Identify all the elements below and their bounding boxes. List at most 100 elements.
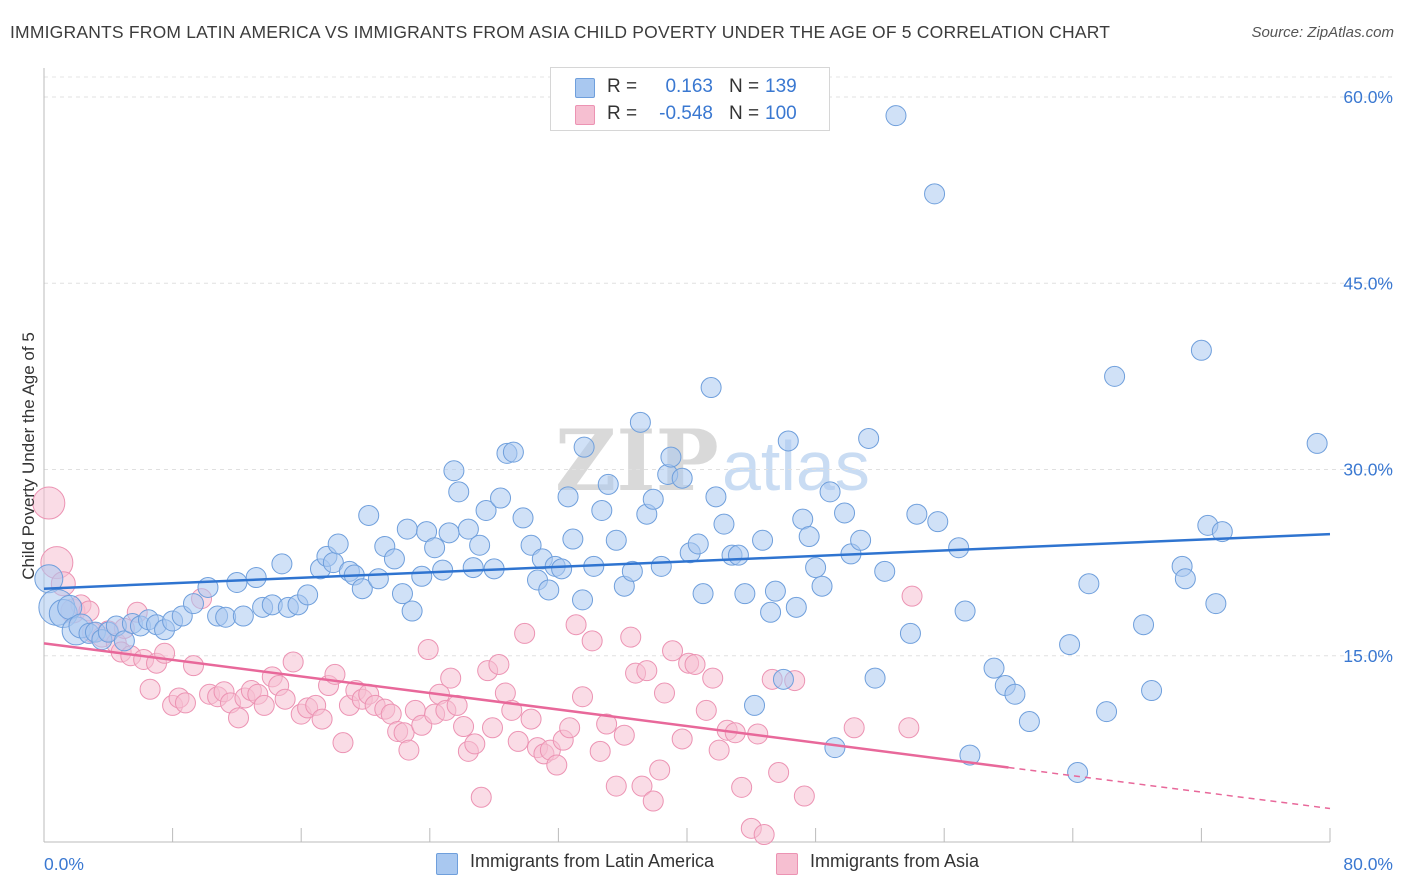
data-point-latin-america — [448, 481, 470, 503]
trend-line-asia — [43, 642, 1009, 769]
data-point-latin-america — [605, 529, 627, 551]
data-point-latin-america — [777, 430, 799, 452]
data-point-asia — [843, 717, 865, 739]
data-point-latin-america — [752, 529, 774, 551]
data-point-latin-america — [1133, 614, 1155, 636]
data-point-latin-america — [245, 567, 267, 589]
data-point-asia — [174, 692, 196, 714]
data-point-asia — [182, 655, 204, 677]
data-point-latin-america — [1306, 432, 1328, 454]
trend-line-asia-extension — [1008, 766, 1331, 810]
data-point-latin-america — [383, 548, 405, 570]
data-point-asia — [596, 713, 618, 735]
data-point-latin-america — [1078, 573, 1100, 595]
data-point-latin-america — [874, 560, 896, 582]
data-point-asia — [684, 653, 706, 675]
data-point-asia — [671, 728, 693, 750]
data-point-latin-america — [557, 486, 579, 508]
data-point-latin-america — [734, 583, 756, 605]
data-point-latin-america — [538, 579, 560, 601]
data-point-latin-america — [1141, 680, 1163, 702]
data-point-latin-america — [1190, 339, 1212, 361]
data-point-latin-america — [850, 529, 872, 551]
data-point-asia — [453, 716, 475, 738]
tick-labels: 15.0% 30.0% 45.0% 60.0% 0.0% 80.0% — [44, 87, 1393, 874]
data-point-asia — [636, 660, 658, 682]
data-point-latin-america — [948, 537, 970, 559]
data-point-asia — [332, 732, 354, 754]
data-point-latin-america — [597, 473, 619, 495]
data-point-asia — [417, 639, 439, 661]
data-point-asia — [282, 651, 304, 673]
data-point-asia — [470, 786, 492, 808]
x-tick-label: 0.0% — [44, 854, 84, 874]
data-point-latin-america — [924, 183, 946, 205]
data-point-asia — [514, 622, 536, 644]
data-point-latin-america — [959, 744, 981, 766]
data-point-latin-america — [983, 657, 1005, 679]
data-point-asia — [228, 707, 250, 729]
y-tick-label: 45.0% — [1343, 273, 1393, 293]
data-point-latin-america — [650, 555, 672, 577]
data-point-latin-america — [785, 596, 807, 618]
data-point-latin-america — [562, 528, 584, 550]
data-point-asia — [565, 614, 587, 636]
data-point-latin-america — [502, 441, 524, 463]
data-point-latin-america — [660, 446, 682, 468]
data-point-asia — [398, 739, 420, 761]
data-point-latin-america — [1067, 761, 1089, 783]
chart-title: IMMIGRANTS FROM LATIN AMERICA VS IMMIGRA… — [10, 22, 1111, 42]
legend-r-value: -0.548 — [659, 103, 713, 124]
data-point-latin-america — [1205, 593, 1227, 615]
data-point-latin-america — [864, 667, 886, 689]
y-tick-label: 30.0% — [1343, 460, 1393, 480]
data-point-latin-america — [297, 584, 319, 606]
data-point-asia — [731, 776, 753, 798]
data-point-latin-america — [906, 503, 928, 525]
legend-n-value: 139 — [765, 76, 797, 97]
data-point-asia — [481, 717, 503, 739]
data-point-latin-america — [572, 589, 594, 611]
data-point-asia — [559, 717, 581, 739]
data-point-latin-america — [692, 583, 714, 605]
data-point-asia — [649, 759, 671, 781]
data-point-latin-america — [358, 504, 380, 526]
data-point-latin-america — [629, 411, 651, 433]
data-point-asia — [708, 739, 730, 761]
data-point-latin-america — [432, 559, 454, 581]
data-point-latin-america — [671, 467, 693, 489]
data-point-latin-america — [551, 558, 573, 580]
data-point-asia — [274, 688, 296, 710]
data-point-asia — [613, 724, 635, 746]
data-point-latin-america — [401, 600, 423, 622]
data-point-latin-america — [520, 534, 542, 556]
data-point-latin-america — [621, 560, 643, 582]
data-point-asia — [589, 740, 611, 762]
trend-lines — [43, 532, 1331, 810]
data-point-latin-america — [271, 553, 293, 575]
legend-n-value: 100 — [765, 103, 797, 124]
data-point-latin-america — [713, 513, 735, 535]
data-point-latin-america — [462, 557, 484, 579]
data-point-latin-america — [1096, 701, 1118, 723]
y-axis-label: Child Poverty Under the Age of 5 — [19, 332, 38, 580]
data-point-latin-america — [391, 583, 413, 605]
data-point-latin-america — [700, 377, 722, 399]
data-point-asia — [662, 640, 684, 662]
data-point-asia — [605, 775, 627, 797]
data-point-latin-america — [705, 486, 727, 508]
trend-line-latin-america — [43, 532, 1331, 590]
data-point-asia — [695, 699, 717, 721]
data-point-asia — [507, 730, 529, 752]
data-point-latin-america — [824, 737, 846, 759]
bottom-legend-swatch-blue — [436, 853, 458, 875]
legend-r-value: 0.163 — [665, 76, 713, 97]
data-point-asia — [898, 717, 920, 739]
legend-swatch-pink — [575, 105, 595, 125]
source-label: Source: ZipAtlas.com — [1251, 24, 1394, 41]
data-point-latin-america — [1018, 711, 1040, 733]
data-point-latin-america — [424, 537, 446, 559]
data-point-latin-america — [772, 668, 794, 690]
legend-r-label: R = — [607, 76, 638, 97]
series-latin-america-points — [34, 105, 1328, 783]
